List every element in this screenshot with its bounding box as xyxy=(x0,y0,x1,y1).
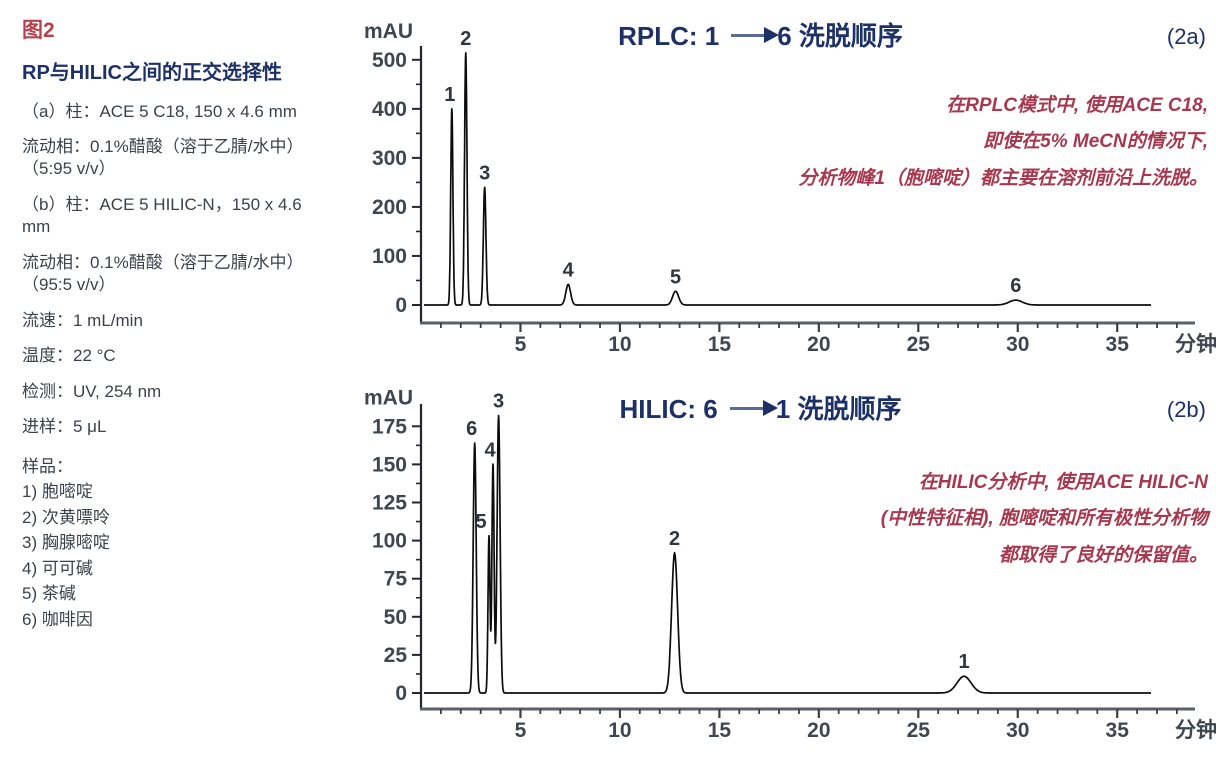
svg-text:30: 30 xyxy=(1006,719,1029,742)
svg-text:10: 10 xyxy=(608,333,631,356)
peak-label-3: 3 xyxy=(479,162,490,184)
svg-text:0: 0 xyxy=(395,294,407,317)
svg-text:50: 50 xyxy=(384,606,407,629)
annotation-line: 分析物峰1（胞嘧啶）都主要在溶剂前沿上洗脱。 xyxy=(798,167,1208,189)
arrow-right-icon xyxy=(729,400,778,417)
svg-text:175: 175 xyxy=(372,415,407,438)
peak-label-3: 3 xyxy=(493,391,504,413)
sample-list: 1) 胞嘧啶 2) 次黄嘌呤 3) 胸腺嘧啶 4) 可可碱 5) 茶碱 6) 咖啡因 xyxy=(22,479,334,632)
panel-label-2b: (2b) xyxy=(1166,397,1206,422)
condition-line: （a）柱：ACE 5 C18, 150 x 4.6 mm xyxy=(22,101,297,121)
svg-text:15: 15 xyxy=(708,719,732,742)
chart-title-suffix: 6 洗脱顺序 xyxy=(777,21,903,51)
chromatogram-column: RPLC: 1 6 洗脱顺序 (2a) 在RPLC模式中, 使用ACE C18, … xyxy=(345,0,1216,759)
svg-text:100: 100 xyxy=(372,245,407,268)
svg-text:25: 25 xyxy=(907,333,931,356)
svg-text:500: 500 xyxy=(372,49,407,72)
peak-label-4: 4 xyxy=(484,439,496,461)
svg-text:10: 10 xyxy=(608,719,631,742)
arrow-right-icon xyxy=(731,27,780,44)
svg-text:35: 35 xyxy=(1106,333,1130,356)
sample-item: 2) 次黄嘌呤 xyxy=(22,507,110,527)
chart-title-suffix: 1 洗脱顺序 xyxy=(775,394,902,424)
chromatogram-plot-rplc: 0 100 200 300 400 500 5 10 15 20 25 30 35 分钟 mAU 1 2 3 4 5 6 xyxy=(364,20,1216,356)
sample-item: 3) 胸腺嘧啶 xyxy=(22,533,110,553)
chart-title-prefix: HILIC: 6 xyxy=(619,394,718,424)
svg-text:分钟: 分钟 xyxy=(1175,333,1216,356)
svg-text:300: 300 xyxy=(372,147,407,170)
svg-text:25: 25 xyxy=(907,719,931,742)
chart-title-prefix: RPLC: 1 xyxy=(618,21,720,51)
condition-line: 流速：1 mL/min xyxy=(22,310,143,330)
svg-text:20: 20 xyxy=(807,333,830,356)
sample-item: 5) 茶碱 xyxy=(22,584,76,604)
svg-text:100: 100 xyxy=(372,530,407,553)
peak-label-6: 6 xyxy=(466,418,477,440)
peak-label-5: 5 xyxy=(670,266,681,288)
annotation-line: 在HILIC分析中, 使用ACE HILIC-N xyxy=(918,472,1208,493)
annotation-hilic: 在HILIC分析中, 使用ACE HILIC-N (中性特征相), 胞嘧啶和所有… xyxy=(881,465,1208,574)
figure-title: RP与HILIC之间的正交选择性 xyxy=(22,62,282,84)
condition-list: （a）柱：ACE 5 C18, 150 x 4.6 mm 流动相：0.1%醋酸（溶… xyxy=(22,101,334,439)
svg-text:150: 150 xyxy=(372,453,407,476)
peak-label-6: 6 xyxy=(1010,275,1021,297)
svg-text:200: 200 xyxy=(372,196,407,219)
chromatogram-panel-hilic: HILIC: 6 1 洗脱顺序 (2b) 在HILIC分析中, 使用ACE HIL… xyxy=(345,383,1216,759)
svg-text:0: 0 xyxy=(395,682,407,705)
svg-text:15: 15 xyxy=(708,333,732,356)
svg-text:5: 5 xyxy=(515,719,527,742)
figure-caption-panel: 图2 RP与HILIC之间的正交选择性 （a）柱：ACE 5 C18, 150 … xyxy=(22,14,334,632)
condition-line: 流动相：0.1%醋酸（溶于乙腈/水中）（95:5 v/v） xyxy=(22,252,304,295)
peak-label-4: 4 xyxy=(563,259,575,281)
svg-text:20: 20 xyxy=(807,719,830,742)
svg-text:75: 75 xyxy=(384,568,408,591)
peak-label-1: 1 xyxy=(444,84,455,106)
chromatogram-plot-hilic: 0 25 50 75 100 125 150 175 5 10 15 20 25 30 35 分钟 mAU 6 5 4… xyxy=(364,386,1216,742)
sample-item: 4) 可可碱 xyxy=(22,558,93,578)
svg-text:mAU: mAU xyxy=(364,386,413,409)
sample-item: 1) 胞嘧啶 xyxy=(22,482,93,502)
svg-text:30: 30 xyxy=(1006,333,1029,356)
svg-text:mAU: mAU xyxy=(364,20,413,43)
condition-line: 温度：22 °C xyxy=(22,346,116,366)
chromatogram-panel-rplc: RPLC: 1 6 洗脱顺序 (2a) 在RPLC模式中, 使用ACE C18, … xyxy=(345,10,1216,376)
chart-title-hilic: HILIC: 6 1 洗脱顺序 xyxy=(345,389,1216,426)
peak-label-1: 1 xyxy=(958,651,969,673)
svg-text:25: 25 xyxy=(384,644,408,667)
figure-tag: 图2 xyxy=(22,19,55,42)
peak-label-5: 5 xyxy=(475,511,486,533)
condition-line: 流动相：0.1%醋酸（溶于乙腈/水中）（5:95 v/v） xyxy=(22,137,304,179)
annotation-line: 即使在5% MeCN的情况下, xyxy=(983,131,1208,153)
svg-text:分钟: 分钟 xyxy=(1175,719,1216,742)
peak-label-2: 2 xyxy=(669,528,680,550)
svg-text:125: 125 xyxy=(372,491,407,514)
annotation-line: 都取得了良好的保留值。 xyxy=(998,544,1208,566)
annotation-rplc: 在RPLC模式中, 使用ACE C18, 即使在5% MeCN的情况下, 分析物… xyxy=(798,88,1208,197)
condition-line: 检测：UV, 254 nm xyxy=(22,381,162,401)
svg-text:5: 5 xyxy=(515,333,527,356)
sample-list-header: 样品： xyxy=(22,457,73,477)
panel-label-2a: (2a) xyxy=(1166,24,1206,49)
condition-line: 进样：5 μL xyxy=(22,416,107,436)
annotation-line: 在RPLC模式中, 使用ACE C18, xyxy=(946,95,1208,116)
annotation-line: (中性特征相), 胞嘧啶和所有极性分析物 xyxy=(880,508,1208,530)
chart-title-rplc: RPLC: 1 6 洗脱顺序 xyxy=(345,16,1216,53)
condition-line: （b）柱：ACE 5 HILIC-N，150 x 4.6 mm xyxy=(22,194,302,237)
sample-item: 6) 咖啡因 xyxy=(22,609,93,629)
svg-text:400: 400 xyxy=(372,98,407,121)
peak-label-2: 2 xyxy=(460,28,471,50)
svg-text:35: 35 xyxy=(1106,719,1130,742)
